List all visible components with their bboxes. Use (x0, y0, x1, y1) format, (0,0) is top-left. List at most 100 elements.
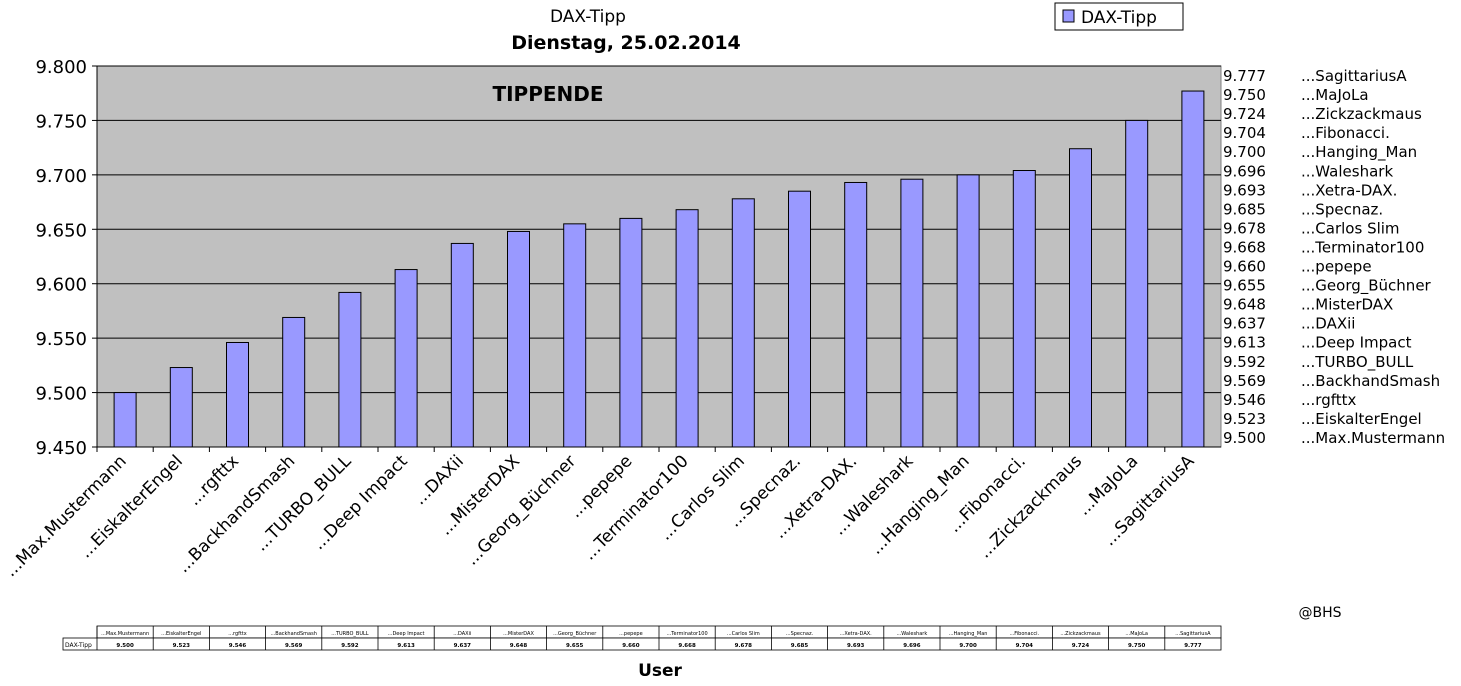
bar (619, 217, 643, 448)
table-header-cell: ...Specnaz. (786, 631, 814, 637)
table-header-cell: ...DAXii (453, 631, 471, 637)
x-axis-title: User (638, 661, 682, 681)
table-header-cell: ...MaJoLa (1125, 631, 1148, 637)
right-value-label: 9.700 (1223, 143, 1266, 161)
right-value-label: 9.500 (1223, 429, 1266, 447)
right-value-label: 9.655 (1223, 277, 1266, 295)
table-value-cell: 9.678 (735, 643, 753, 649)
y-tick-label: 9.450 (35, 438, 87, 459)
bar (1012, 170, 1036, 448)
table-header-cell: ...Max.Mustermann (101, 631, 149, 637)
table-header-cell: ...Georg_Büchner (553, 631, 597, 637)
table-header-cell: ...BackhandSmash (271, 631, 317, 637)
bar (675, 209, 699, 448)
right-name-label: ...Hanging_Man (1301, 143, 1417, 162)
chart-title: DAX-Tipp (550, 7, 626, 27)
right-name-label: ...SagittariusA (1301, 67, 1407, 85)
legend-label: DAX-Tipp (1081, 8, 1157, 28)
right-value-label: 9.678 (1223, 219, 1266, 237)
table-header-cell: ...SagittariusA (1175, 631, 1211, 637)
y-tick-label: 9.650 (35, 220, 87, 241)
x-tick-label: ...EiskalterEngel (76, 451, 187, 562)
bar (113, 392, 137, 448)
right-name-label: ...rgfttx (1301, 391, 1357, 409)
bar (282, 316, 306, 448)
y-tick-label: 9.700 (35, 166, 87, 187)
table-header-cell: ...Hanging_Man (949, 631, 988, 637)
table-value-cell: 9.660 (622, 643, 640, 649)
table-header-cell: ...TURBO_BULL (331, 631, 369, 637)
table-row-header: DAX-Tipp (65, 642, 92, 649)
right-name-label: ...Xetra-DAX. (1301, 181, 1397, 199)
right-name-label: ...Waleshark (1301, 162, 1393, 180)
table-value-cell: 9.777 (1184, 643, 1202, 649)
x-tick-label: ...DAXii (410, 451, 468, 509)
table-value-cell: 9.750 (1128, 643, 1146, 649)
right-name-label: ...Max.Mustermann (1301, 429, 1445, 447)
right-name-label: ...pepepe (1301, 258, 1372, 276)
right-value-label: 9.592 (1223, 353, 1266, 371)
table-header-cell: ...Xetra-DAX. (840, 631, 873, 637)
table-header-cell: ...Fibonacci. (1009, 631, 1039, 637)
table-header-cell: ...Deep Impact (388, 631, 425, 637)
bar (450, 242, 474, 448)
table-header-cell: ...Waleshark (897, 631, 928, 637)
right-name-label: ...EiskalterEngel (1301, 410, 1422, 428)
table-value-cell: 9.655 (566, 643, 584, 649)
table-value-cell: 9.668 (678, 643, 696, 649)
y-tick-label: 9.800 (35, 57, 87, 78)
right-name-label: ...Carlos Slim (1301, 219, 1400, 237)
right-value-label: 9.724 (1223, 105, 1266, 123)
table-value-cell: 9.700 (959, 643, 977, 649)
right-name-label: ...Deep Impact (1301, 334, 1412, 352)
right-name-label: ...MaJoLa (1301, 86, 1369, 104)
right-value-label: 9.777 (1223, 67, 1266, 85)
x-tick-label: ...Hanging_Man (866, 451, 973, 558)
right-name-label: ...MisterDAX (1301, 296, 1393, 314)
right-name-label: ...TURBO_BULL (1301, 353, 1414, 372)
y-tick-label: 9.550 (35, 329, 87, 350)
y-tick-label: 9.750 (35, 111, 87, 132)
right-value-label: 9.685 (1223, 200, 1266, 218)
bar (563, 223, 587, 448)
x-tick-label: ...Zickzackmaus (975, 451, 1086, 562)
table-value-cell: 9.523 (173, 643, 191, 649)
y-tick-label: 9.600 (35, 275, 87, 296)
right-name-label: ...Zickzackmaus (1301, 105, 1422, 123)
right-value-label: 9.696 (1223, 162, 1266, 180)
table-value-cell: 9.648 (510, 643, 528, 649)
legend-swatch (1062, 9, 1075, 23)
legend-box (1054, 2, 1184, 31)
chart-subtitle: Dienstag, 25.02.2014 (511, 32, 741, 54)
bar (394, 269, 418, 448)
bar (844, 181, 868, 448)
table-header-cell: ...EiskalterEngel (161, 631, 201, 637)
table-value-cell: 9.637 (454, 643, 472, 649)
table-value-cell: 9.704 (1016, 643, 1034, 649)
right-name-label: ...BackhandSmash (1301, 372, 1440, 390)
table-data-row (62, 637, 1222, 651)
table-value-cell: 9.546 (229, 643, 247, 649)
table-value-cell: 9.592 (341, 643, 359, 649)
plot-area (96, 65, 1222, 448)
annotation-tippende: TIPPENDE (492, 82, 603, 106)
bar (1181, 90, 1205, 448)
right-value-label: 9.613 (1223, 334, 1266, 352)
table-value-cell: 9.693 (847, 643, 865, 649)
right-value-label: 9.693 (1223, 181, 1266, 199)
table-value-cell: 9.685 (791, 643, 809, 649)
x-tick-label: ...Georg_Büchner (462, 451, 580, 569)
bar (956, 174, 980, 448)
right-value-label: 9.569 (1223, 372, 1266, 390)
bar (507, 230, 530, 448)
table-value-cell: 9.500 (116, 643, 134, 649)
right-value-label: 9.523 (1223, 410, 1266, 428)
bar (731, 198, 755, 448)
right-value-label: 9.637 (1223, 315, 1266, 333)
bar (338, 291, 362, 448)
right-value-label: 9.648 (1223, 296, 1266, 314)
bar (169, 367, 193, 448)
table-header-cell: ...rgfttx (228, 631, 247, 637)
right-value-label: 9.660 (1223, 258, 1266, 276)
